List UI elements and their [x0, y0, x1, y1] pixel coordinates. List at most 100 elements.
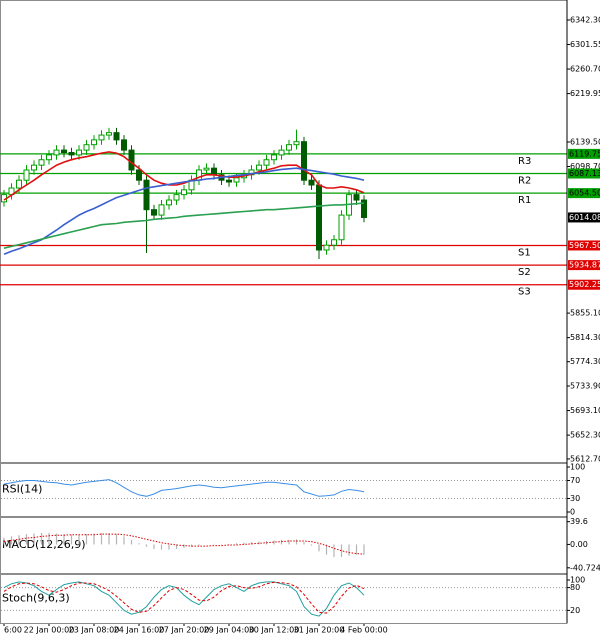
macd-bar: [175, 544, 178, 550]
macd-bar: [78, 534, 80, 545]
candle-body: [353, 194, 360, 201]
candle-body: [323, 244, 330, 251]
macd-bar: [70, 534, 73, 545]
macd-bar: [108, 532, 110, 545]
level-label: 5934.87: [569, 261, 600, 270]
macd-bar: [55, 533, 58, 545]
macd-bar: [33, 533, 35, 545]
candle-body: [128, 149, 135, 171]
level-box: [568, 148, 600, 159]
macd-bar: [93, 533, 95, 545]
y-tick-label: 6219.95: [570, 89, 600, 98]
macd-bar: [235, 543, 238, 545]
candle-body: [301, 141, 307, 181]
macd-bar: [243, 542, 245, 545]
macd-bar: [100, 532, 103, 545]
level-box: [568, 168, 600, 179]
indicator-title: Stoch(9,6,3): [2, 592, 70, 605]
level-box: [568, 188, 600, 199]
candle-body: [331, 239, 337, 246]
y-tick-label: 6342.30: [570, 15, 600, 24]
price-label: 6014.08: [569, 213, 600, 222]
y-tick-label: 5774.30: [570, 357, 600, 366]
y-tick-label: 100: [570, 576, 585, 585]
macd-bar: [130, 539, 133, 545]
candle-body: [256, 164, 262, 171]
candle-body: [121, 139, 127, 151]
candle-body: [211, 167, 217, 176]
y-tick-label: 6301.55: [570, 40, 600, 49]
candle-body: [181, 189, 187, 196]
candle-body: [31, 164, 37, 171]
macd-bar: [333, 544, 335, 558]
candle-body: [316, 184, 322, 251]
indicator-title: RSI(14): [2, 483, 42, 496]
x-tick-label: 31 Jan 20:00: [294, 626, 345, 635]
macd-bar: [63, 534, 65, 545]
candle-body: [23, 169, 30, 181]
macd-bar: [85, 534, 88, 545]
level-box: [568, 260, 600, 271]
candle-body: [293, 141, 300, 146]
candle-body: [136, 169, 142, 181]
macd-bar: [190, 544, 193, 547]
y-tick-label: 30: [570, 494, 580, 503]
candle-body: [91, 139, 97, 146]
macd-bar: [220, 543, 223, 545]
candle-body: [278, 149, 285, 156]
moving-average: [3, 202, 365, 249]
macd-bar: [355, 544, 358, 555]
y-tick-label: 5855.10: [570, 309, 600, 318]
macd-bar: [10, 536, 13, 545]
x-tick-label: 6:00: [4, 626, 22, 635]
macd-bar: [325, 544, 328, 555]
macd-bar: [18, 535, 20, 545]
macd-bar: [295, 539, 298, 545]
macd-bar: [288, 539, 290, 545]
level-name: S3: [518, 287, 531, 298]
candle-body: [76, 149, 82, 156]
macd-bar: [348, 544, 350, 556]
y-tick-label: 70: [570, 476, 580, 485]
level-box: [568, 240, 600, 251]
candle-body: [166, 199, 172, 206]
price-box: [568, 212, 600, 223]
macd-bar: [250, 542, 253, 545]
y-tick-label: 5814.30: [570, 333, 600, 342]
x-tick-label: 24 Jan 16:00: [114, 626, 165, 635]
y-tick-label: 20: [570, 606, 580, 615]
y-tick-label: 0: [570, 508, 575, 517]
moving-average: [3, 167, 365, 255]
y-tick-label: 5652.30: [570, 431, 600, 440]
level-name: R3: [518, 156, 531, 167]
signal-line: [3, 533, 365, 555]
candle-body: [16, 179, 22, 189]
macd-bar: [258, 541, 260, 545]
macd-bar: [123, 536, 125, 545]
macd-bar: [145, 544, 148, 547]
macd-bar: [213, 543, 215, 545]
candle-body: [308, 179, 315, 186]
candle-body: [83, 144, 90, 151]
macd-bar: [138, 543, 140, 545]
macd-bar: [310, 544, 313, 546]
x-tick-label: 4 Feb 00:00: [340, 626, 387, 635]
level-name: R2: [518, 175, 531, 186]
candle-body: [98, 134, 105, 141]
level-label: 6087.13: [569, 169, 600, 178]
macd-bar: [168, 544, 170, 550]
indicator-title: MACD(12,26,9): [2, 538, 86, 551]
level-name: R1: [518, 195, 531, 206]
macd-bar: [340, 544, 343, 558]
macd-bar: [40, 532, 43, 545]
candle-body: [361, 199, 367, 218]
level-label: 6054.50: [569, 189, 600, 198]
y-tick-label: -40.724: [570, 563, 600, 572]
indicator-line: [3, 581, 365, 614]
candle-body: [68, 152, 75, 156]
candle-body: [106, 132, 112, 136]
macd-bar: [115, 534, 118, 545]
